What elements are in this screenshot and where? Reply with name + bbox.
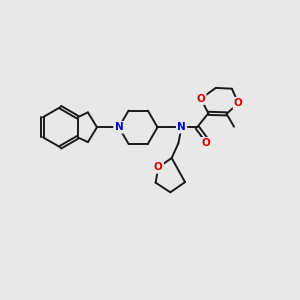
Text: O: O [154,162,163,172]
Text: N: N [115,122,123,132]
Text: O: O [234,98,243,108]
Text: O: O [201,138,210,148]
Text: O: O [196,94,205,103]
Text: N: N [177,122,186,132]
